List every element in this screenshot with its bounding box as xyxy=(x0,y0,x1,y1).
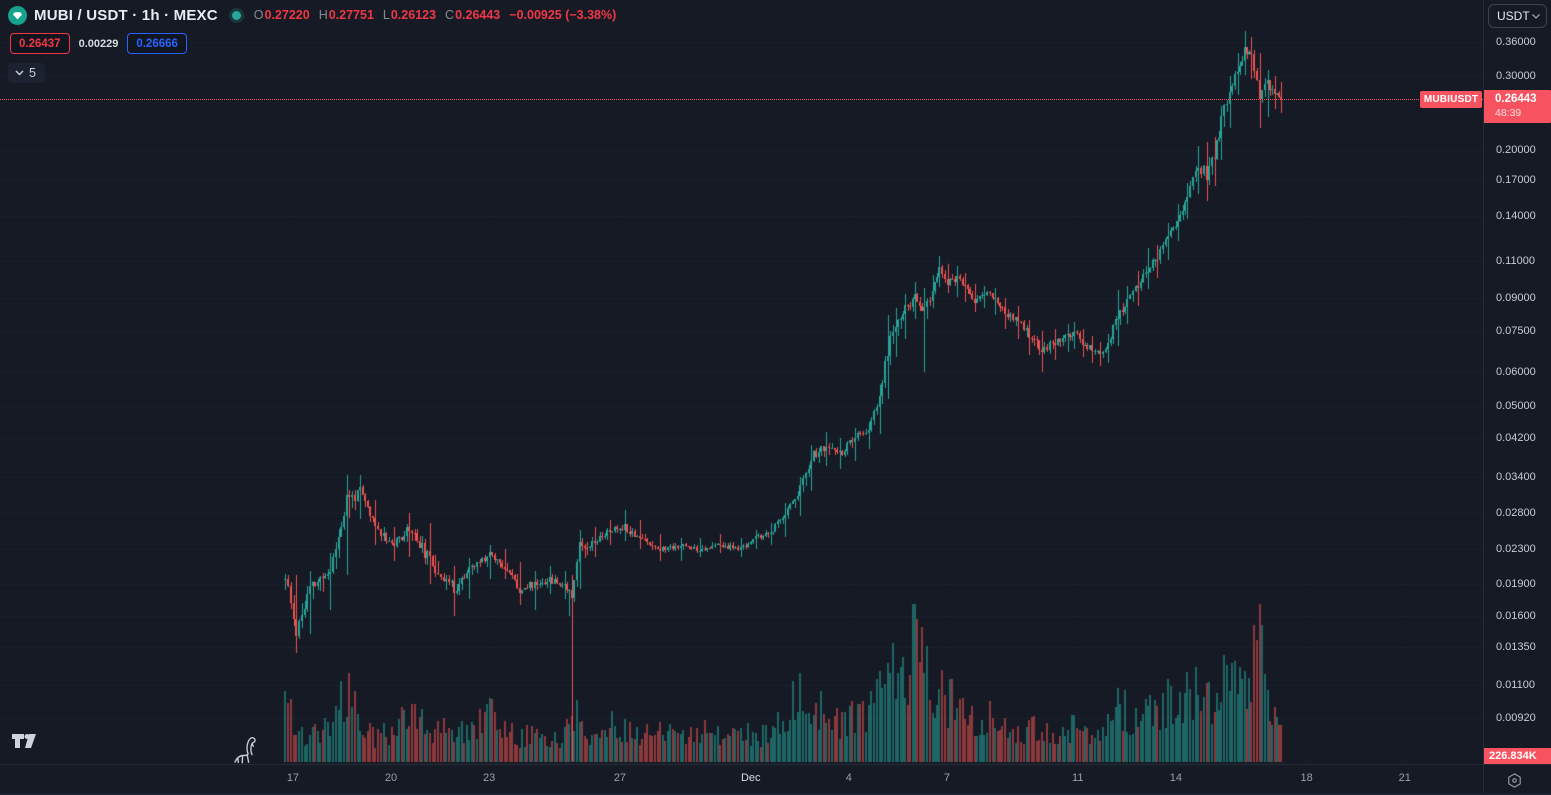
price-tick: 0.11000 xyxy=(1496,254,1535,267)
open-value: O 0.27220 xyxy=(253,8,310,22)
dinosaur-doodle-icon xyxy=(232,735,259,770)
window-bottom-edge xyxy=(0,793,1551,795)
sell-price-button[interactable]: 0.26437 xyxy=(10,33,70,54)
chart-legend: MUBI / USDT · 1h · MEXC O 0.27220 H 0.2775… xyxy=(8,4,616,83)
price-tick: 0.03400 xyxy=(1496,471,1536,484)
price-tick: 0.17000 xyxy=(1496,174,1536,187)
price-tick: 0.01600 xyxy=(1496,610,1536,623)
candlestick-chart-canvas[interactable] xyxy=(0,0,1483,764)
currency-unit-label: USDT xyxy=(1497,9,1530,23)
low-value: L 0.26123 xyxy=(382,8,437,22)
price-tick: 0.36000 xyxy=(1496,35,1536,48)
price-tick: 0.05000 xyxy=(1496,400,1536,412)
volume-readout-label: 226.834K xyxy=(1483,748,1551,764)
last-price-dotted-line xyxy=(0,99,1483,100)
change-value: −0.00925 (−3.38%) xyxy=(509,8,617,22)
chevron-down-icon xyxy=(1532,13,1540,19)
ohlc-readout: O 0.27220 H 0.27751 L 0.26123 C 0.26443 −0.0… xyxy=(254,8,617,22)
time-tick: 27 xyxy=(613,772,627,784)
price-tick: 0.00920 xyxy=(1496,712,1536,725)
coin-logo-icon xyxy=(8,5,27,25)
time-tick: 18 xyxy=(1300,772,1313,784)
time-tick: 4 xyxy=(845,772,852,784)
indicators-collapse-button[interactable]: 5 xyxy=(8,63,45,83)
time-tick: 23 xyxy=(483,772,496,784)
price-tick: 0.09000 xyxy=(1496,291,1536,304)
last-price-value: 0.26443 xyxy=(1495,93,1537,105)
symbol-title[interactable]: MUBI / USDT · 1h · MEXC xyxy=(34,6,218,24)
time-tick: 17 xyxy=(286,772,300,784)
indicator-count: 5 xyxy=(29,66,36,80)
axis-settings-gear-icon[interactable] xyxy=(1503,769,1525,791)
price-tick: 0.20000 xyxy=(1496,144,1536,157)
indicators-row: 5 xyxy=(8,63,616,83)
time-tick: Dec xyxy=(740,772,761,784)
axis-horizontal-separator xyxy=(0,764,1551,765)
trade-buttons-row: 0.26437 0.00229 0.26666 xyxy=(10,33,616,54)
time-tick: 7 xyxy=(943,772,950,784)
time-tick: 21 xyxy=(1398,772,1411,784)
price-tick: 0.02300 xyxy=(1496,543,1536,556)
price-tick: 0.01350 xyxy=(1496,641,1536,654)
close-value: C 0.26443 xyxy=(445,8,501,22)
price-tick: 0.14000 xyxy=(1496,210,1536,223)
tradingview-logo[interactable] xyxy=(12,734,40,753)
price-tick: 0.04200 xyxy=(1496,432,1536,445)
price-tick: 0.07500 xyxy=(1496,325,1536,338)
price-axis[interactable]: USDT 0.36000 0.30000 0.20000 0.17000 0.14000… xyxy=(1483,0,1551,795)
chevron-down-icon xyxy=(15,70,24,76)
last-price-label: 0.26443 48:39 xyxy=(1483,90,1551,123)
time-tick: 20 xyxy=(384,772,398,784)
price-tick: 0.02800 xyxy=(1496,506,1536,519)
time-tick: 14 xyxy=(1169,772,1182,784)
legend-symbol-row: MUBI / USDT · 1h · MEXC O 0.27220 H 0.2775… xyxy=(8,4,616,26)
axis-vertical-separator xyxy=(1483,0,1484,795)
spread-value: 0.00229 xyxy=(78,37,119,50)
time-axis[interactable]: 17 20 23 27 Dec 4 7 11 14 18 21 xyxy=(0,765,1483,795)
market-status-icon[interactable] xyxy=(231,10,241,20)
price-tick: 0.30000 xyxy=(1496,69,1536,82)
bar-countdown: 48:39 xyxy=(1495,107,1522,119)
high-value: H 0.27751 xyxy=(318,8,374,22)
price-tick: 0.01900 xyxy=(1496,578,1536,591)
currency-unit-button[interactable]: USDT xyxy=(1488,4,1547,28)
time-tick: 11 xyxy=(1072,772,1084,784)
buy-price-button[interactable]: 0.26666 xyxy=(127,33,187,54)
price-tick: 0.06000 xyxy=(1496,366,1536,379)
price-tick: 0.01100 xyxy=(1496,679,1535,692)
last-price-symbol-badge: MUBIUSDT xyxy=(1420,91,1482,108)
